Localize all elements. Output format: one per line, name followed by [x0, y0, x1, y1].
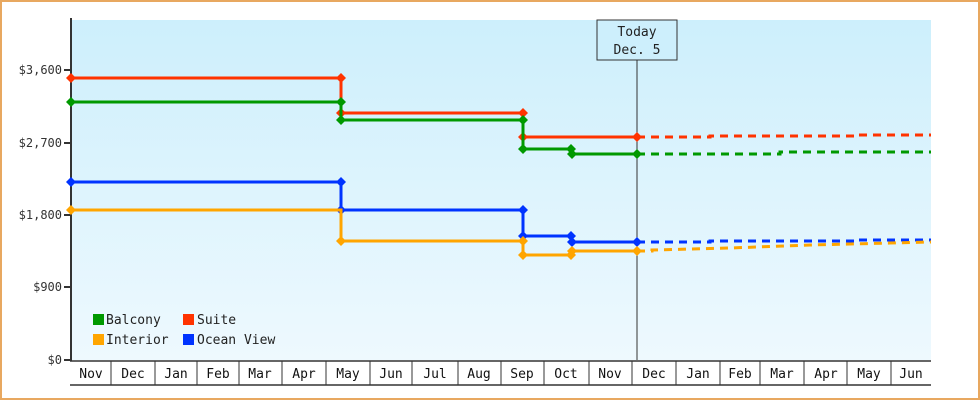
- series-ocean-view: [66, 177, 931, 247]
- x-month-label: Apr: [292, 367, 316, 382]
- x-month-label: Dec: [121, 367, 144, 382]
- y-tick-label: $900: [33, 280, 62, 294]
- y-axis: $3,600 $2,700 $1,800 $900 $0: [19, 18, 72, 367]
- today-date: Dec. 5: [614, 43, 661, 58]
- x-axis: Nov Dec Jan Feb Mar Apr May Jun Jul Aug …: [70, 360, 931, 386]
- x-month-label: Nov: [79, 367, 103, 382]
- y-tick-label: $2,700: [19, 136, 62, 150]
- x-month-label: Jan: [686, 367, 709, 382]
- y-tick-label: $3,600: [19, 63, 62, 77]
- legend-label: Suite: [197, 313, 236, 328]
- y-tick-label: $1,800: [19, 208, 62, 222]
- legend-item-balcony[interactable]: Balcony: [93, 313, 161, 328]
- x-month-label: Feb: [728, 367, 752, 382]
- today-label: Today: [617, 25, 656, 40]
- x-month-label: Mar: [770, 367, 794, 382]
- x-month-label: Mar: [248, 367, 272, 382]
- x-month-label: Jul: [423, 367, 446, 382]
- data-points: [66, 97, 642, 159]
- x-month-label: Dec: [642, 367, 665, 382]
- x-month-label: May: [336, 367, 360, 382]
- x-month-label: Feb: [206, 367, 230, 382]
- legend-label: Balcony: [106, 313, 161, 328]
- y-tick-label: $0: [48, 353, 62, 367]
- legend-label: Interior: [106, 333, 169, 348]
- x-month-label: Nov: [598, 367, 622, 382]
- x-month-label: Oct: [554, 367, 577, 382]
- plot-area: [71, 20, 931, 360]
- x-month-label: Jan: [164, 367, 187, 382]
- legend-item-interior[interactable]: Interior: [93, 333, 169, 348]
- legend-swatch-icon: [183, 314, 194, 325]
- legend: Balcony Suite Interior Ocean View: [93, 313, 275, 348]
- x-month-label: Jun: [899, 367, 922, 382]
- series-interior: [66, 205, 932, 260]
- series-balcony: [66, 97, 931, 159]
- x-month-label: Sep: [510, 367, 534, 382]
- x-month-label: Apr: [814, 367, 838, 382]
- data-points: [66, 205, 642, 260]
- series-suite: [66, 73, 931, 142]
- legend-label: Ocean View: [197, 333, 275, 348]
- x-month-label: Jun: [379, 367, 402, 382]
- x-month-label: Aug: [467, 367, 490, 382]
- legend-item-suite[interactable]: Suite: [183, 313, 236, 328]
- data-points: [66, 177, 642, 247]
- legend-swatch-icon: [183, 334, 194, 345]
- today-marker: Today Dec. 5: [596, 19, 678, 360]
- x-month-label: May: [857, 367, 881, 382]
- legend-item-ocean-view[interactable]: Ocean View: [183, 333, 275, 348]
- legend-swatch-icon: [93, 334, 104, 345]
- legend-swatch-icon: [93, 314, 104, 325]
